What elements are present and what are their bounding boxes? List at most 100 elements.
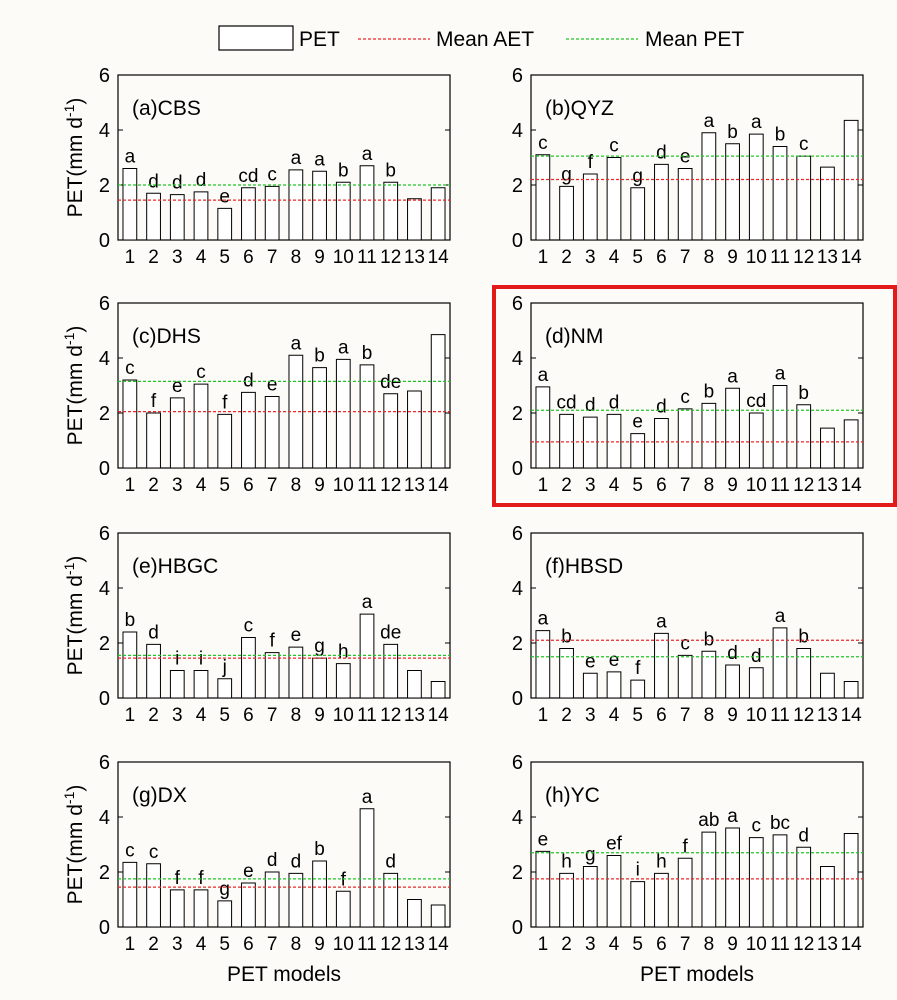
bar	[193, 889, 209, 928]
y-axis-title: PET(mm d-1)	[61, 556, 87, 676]
bar	[748, 133, 764, 241]
x-tick-label: 14	[841, 247, 863, 268]
significance-letter: i	[199, 649, 203, 670]
bar	[630, 433, 646, 469]
significance-letter: d	[609, 392, 620, 413]
significance-letter: b	[798, 383, 809, 404]
y-axis-title: PET(mm d-1)	[61, 326, 87, 446]
bar	[193, 383, 209, 469]
significance-letter: a	[291, 333, 302, 354]
y-tick-label: 2	[99, 175, 110, 197]
significance-letter: d	[291, 851, 302, 872]
bar	[359, 613, 375, 699]
bar	[359, 808, 375, 928]
bar	[430, 334, 446, 469]
plot-frame	[530, 302, 864, 469]
y-tick-label: 0	[512, 688, 523, 710]
significance-letter: b	[314, 346, 325, 367]
significance-letter: f	[270, 631, 276, 652]
significance-letter: b	[798, 627, 809, 648]
bar	[241, 187, 256, 241]
bar	[217, 207, 233, 241]
x-tick-label: 12	[793, 705, 814, 726]
bar	[146, 412, 161, 469]
x-tick-label: 1	[538, 247, 549, 268]
bar	[288, 169, 304, 241]
x-tick-label: 12	[380, 934, 401, 955]
bar	[701, 402, 717, 469]
significance-letter: f	[222, 392, 228, 413]
highlight-frame	[492, 285, 897, 507]
x-tick-label: 7	[680, 934, 691, 955]
significance-letter: c	[244, 616, 254, 637]
significance-letter: d	[148, 622, 159, 643]
x-tick-label: 14	[841, 705, 863, 726]
x-tick-label: 8	[704, 934, 715, 955]
x-tick-label: 11	[770, 475, 790, 496]
significance-letter: f	[635, 658, 641, 679]
bar	[288, 646, 304, 699]
y-tick-label: 2	[99, 403, 110, 425]
bar	[843, 833, 859, 928]
significance-letter: e	[267, 375, 278, 396]
panel-title: (g)DX	[132, 784, 187, 807]
bar	[241, 637, 256, 699]
y-axis-title: PET(mm d-1)	[61, 98, 87, 218]
bar	[383, 181, 399, 241]
x-tick-label: 7	[680, 247, 691, 268]
significance-letter: a	[751, 112, 762, 133]
y-tick-label: 2	[512, 633, 523, 655]
bar	[169, 889, 185, 928]
panel-title: (b)QYZ	[545, 97, 614, 120]
bar	[796, 648, 812, 699]
x-tick-label: 12	[793, 934, 814, 955]
significance-letter: d	[148, 171, 159, 192]
significance-letter: e	[632, 412, 643, 433]
significance-letter: d	[585, 395, 596, 416]
x-tick-label: 12	[380, 705, 401, 726]
significance-letter: g	[314, 636, 325, 657]
x-tick-label: 2	[148, 934, 159, 955]
bar	[748, 412, 764, 469]
bar	[654, 632, 669, 699]
bar	[217, 413, 233, 469]
y-tick-label: 2	[99, 633, 110, 655]
x-tick-label: 11	[357, 247, 377, 268]
significance-letter: b	[362, 343, 373, 364]
significance-letter: e	[243, 861, 254, 882]
significance-letter: a	[704, 111, 715, 132]
bar	[535, 154, 551, 241]
bar	[725, 664, 740, 699]
y-tick-label: 0	[99, 917, 110, 939]
x-tick-label: 13	[817, 705, 838, 726]
x-tick-label: 3	[172, 247, 183, 268]
bar	[122, 631, 138, 699]
significance-letter: c	[196, 362, 206, 383]
x-tick-label: 6	[656, 475, 667, 496]
significance-letter: f	[198, 868, 204, 889]
bar	[820, 427, 835, 469]
y-tick-label: 2	[512, 403, 523, 425]
significance-letter: a	[538, 365, 549, 386]
bar	[582, 416, 598, 469]
bar	[654, 163, 669, 241]
x-tick-label: 5	[632, 475, 643, 496]
bar	[606, 671, 622, 699]
x-tick-label: 13	[817, 247, 838, 268]
bar	[535, 630, 551, 699]
bar	[748, 667, 764, 699]
significance-letter: b	[561, 627, 572, 648]
bar	[335, 890, 351, 928]
bar	[430, 681, 446, 699]
x-tick-label: 7	[267, 475, 278, 496]
significance-letter: f	[175, 868, 181, 889]
significance-letter: d	[172, 173, 183, 194]
y-tick-label: 4	[99, 578, 110, 600]
significance-letter: e	[585, 651, 596, 672]
y-tick-label: 6	[512, 293, 523, 315]
bar	[796, 404, 812, 469]
bar	[241, 391, 256, 469]
